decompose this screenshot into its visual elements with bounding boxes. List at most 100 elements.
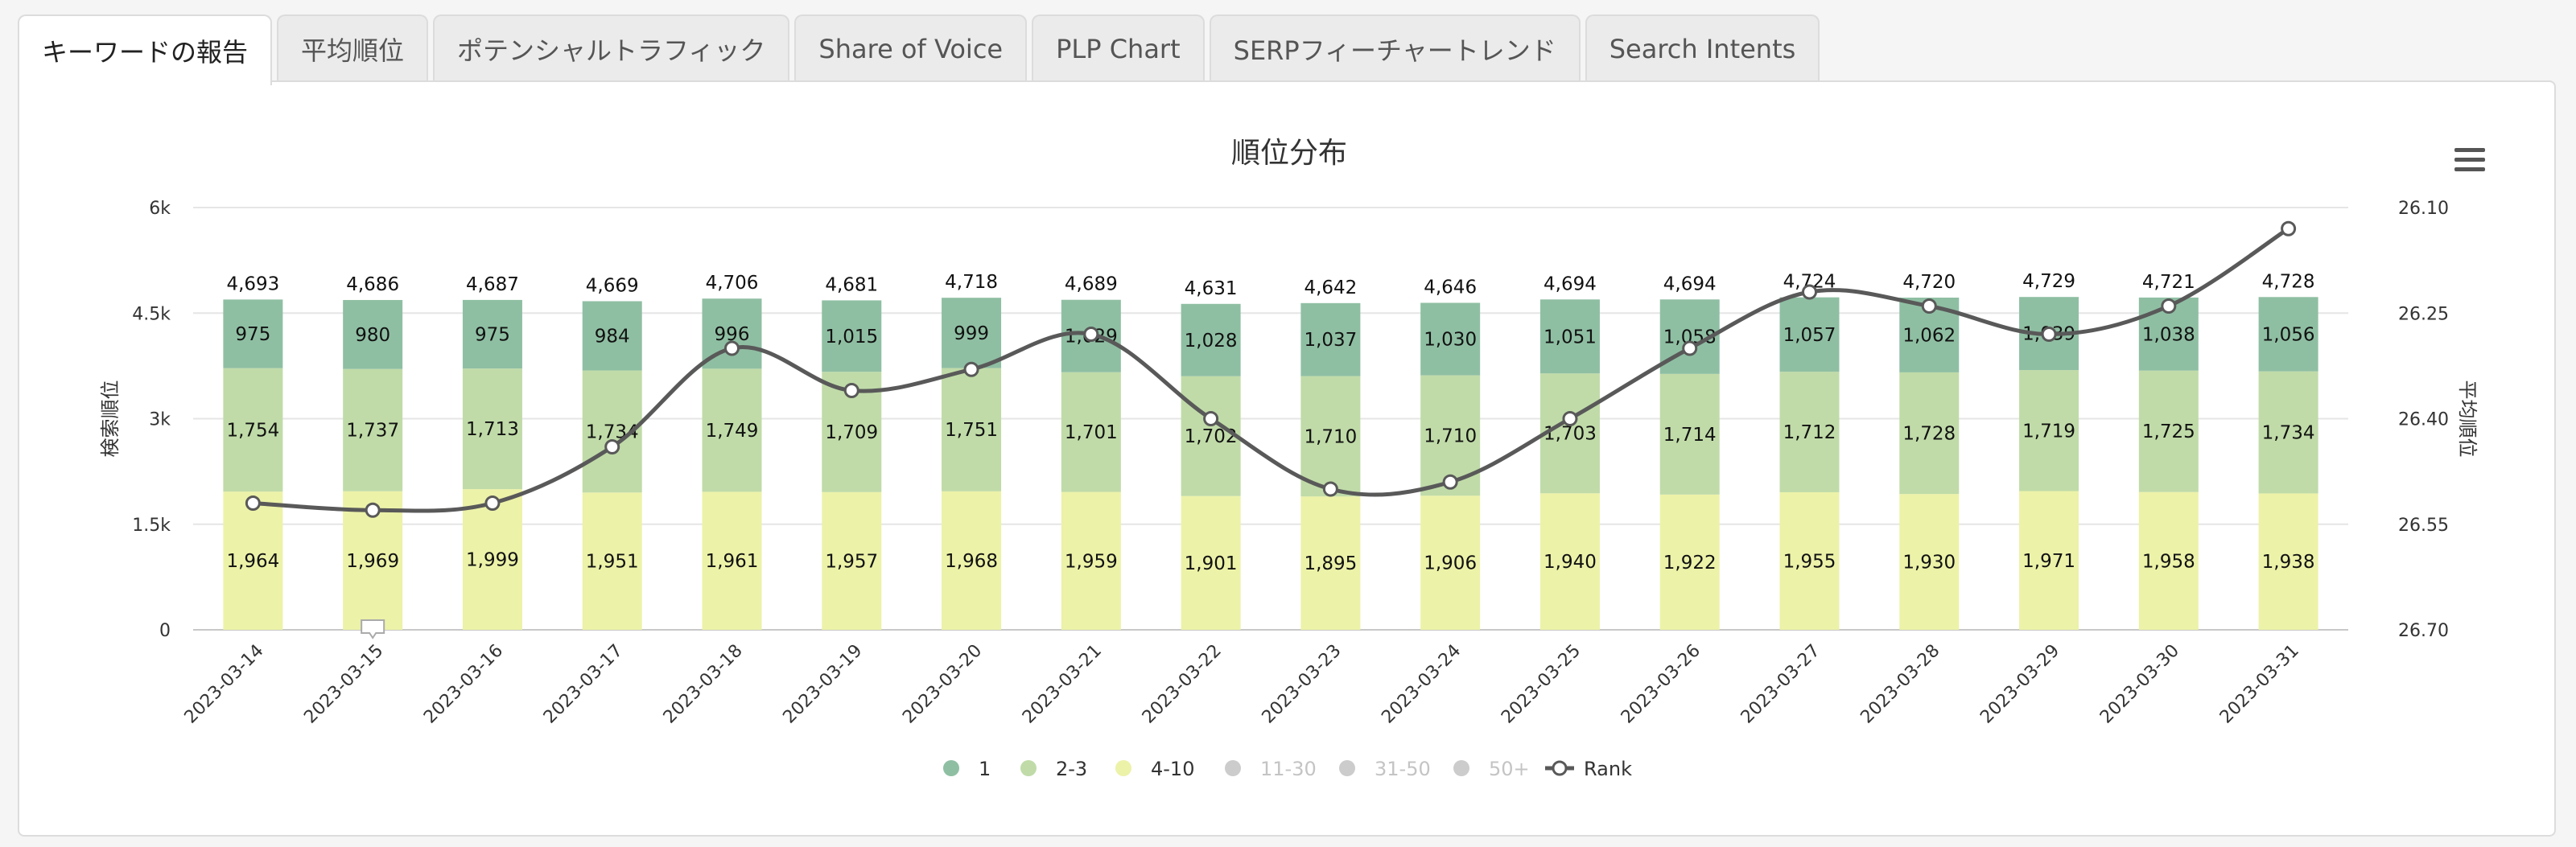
rank-point[interactable] <box>2281 220 2297 236</box>
bar-value-label: 1,728 <box>1902 424 1956 445</box>
bar-segment-2-3[interactable] <box>1539 373 1600 494</box>
rank-point[interactable] <box>245 495 261 511</box>
y-tick-label: 6k <box>149 199 171 219</box>
legend-label: 2-3 <box>1056 758 1087 780</box>
bar-segment-4-10[interactable] <box>1181 495 1241 630</box>
bar-segment-1[interactable] <box>1539 299 1600 374</box>
bar-segment-2-3[interactable] <box>1181 376 1241 496</box>
legend-item-4-10[interactable]: 4-10 <box>1115 758 1194 780</box>
bar-segment-2-3[interactable] <box>343 368 403 491</box>
bar-value-label: 1,754 <box>226 420 279 441</box>
bar-segment-4-10[interactable] <box>2138 491 2199 630</box>
tab-0[interactable]: キーワードの報告 <box>18 14 273 85</box>
x-tick-label: 2023-03-15 <box>300 641 387 728</box>
bar-segment-2-3[interactable] <box>1061 372 1121 492</box>
bar-value-label: 1,057 <box>1783 325 1836 346</box>
bar-value-label: 1,955 <box>1783 551 1836 572</box>
bar-segment-2-3[interactable] <box>2258 371 2318 494</box>
rank-point[interactable] <box>2041 327 2057 342</box>
bar-segment-1[interactable] <box>343 299 403 369</box>
bar-segment-1[interactable] <box>582 301 642 371</box>
bar-segment-2-3[interactable] <box>1300 376 1361 497</box>
bar-segment-4-10[interactable] <box>942 491 1002 630</box>
bar-segment-4-10[interactable] <box>1779 491 1840 630</box>
legend-item-2-3[interactable]: 2-3 <box>1020 758 1087 780</box>
bar-segment-1[interactable] <box>1420 302 1481 376</box>
x-tick-label: 2023-03-29 <box>1976 641 2063 728</box>
legend-item-50+[interactable]: 50+ <box>1453 758 1530 780</box>
hamburger-menu-icon[interactable] <box>2450 142 2490 177</box>
rank-point[interactable] <box>963 361 979 377</box>
bar-segment-4-10[interactable] <box>822 491 882 630</box>
legend-item-Rank[interactable]: Rank <box>1545 758 1632 780</box>
tab-5[interactable]: SERPフィーチャートレンド <box>1209 14 1581 82</box>
bar-segment-1[interactable] <box>462 299 522 369</box>
tab-4[interactable]: PLP Chart <box>1032 14 1205 82</box>
legend-label: Rank <box>1584 758 1632 780</box>
bar-segment-1[interactable] <box>1300 302 1361 376</box>
bar-segment-2-3[interactable] <box>2138 370 2199 492</box>
bar-segment-4-10[interactable] <box>2258 493 2318 630</box>
legend-item-1[interactable]: 1 <box>943 758 991 780</box>
bar-value-label: 984 <box>595 327 630 347</box>
tab-3[interactable]: Share of Voice <box>794 14 1028 82</box>
bar-segment-4-10[interactable] <box>1300 496 1361 630</box>
bar-segment-4-10[interactable] <box>1420 495 1481 630</box>
bar-segment-1[interactable] <box>2258 297 2318 372</box>
legend-marker <box>1225 760 1241 776</box>
rank-point[interactable] <box>1203 411 1219 426</box>
rank-point[interactable] <box>1322 481 1338 497</box>
rank-point[interactable] <box>724 340 740 356</box>
bar-segment-1[interactable] <box>942 298 1002 368</box>
rank-point[interactable] <box>2161 298 2177 314</box>
rank-point[interactable] <box>484 495 501 511</box>
legend-item-11-30[interactable]: 11-30 <box>1225 758 1317 780</box>
bar-segment-1[interactable] <box>822 300 882 372</box>
bar-segment-2-3[interactable] <box>223 368 283 492</box>
bar-segment-2-3[interactable] <box>2019 370 2079 491</box>
rank-point[interactable] <box>1562 411 1578 426</box>
rank-point[interactable] <box>1921 298 1937 314</box>
bar-segment-4-10[interactable] <box>1899 494 1960 630</box>
tab-6[interactable]: Search Intents <box>1585 14 1820 82</box>
bar-segment-2-3[interactable] <box>1779 372 1840 492</box>
bar-segment-4-10[interactable] <box>1061 491 1121 630</box>
bar-segment-1[interactable] <box>1779 297 1840 372</box>
y2-axis-label: 平均順位 <box>2456 380 2479 458</box>
bar-segment-1[interactable] <box>223 299 283 368</box>
bar-segment-2-3[interactable] <box>1659 373 1720 495</box>
bar-segment-4-10[interactable] <box>1659 494 1720 630</box>
bar-segment-2-3[interactable] <box>942 368 1002 491</box>
legend-item-31-50[interactable]: 31-50 <box>1339 758 1431 780</box>
rank-point[interactable] <box>1083 327 1099 342</box>
bar-segment-2-3[interactable] <box>462 368 522 490</box>
bar-segment-2-3[interactable] <box>1899 372 1960 495</box>
bar-segment-4-10[interactable] <box>462 489 522 630</box>
rank-point[interactable] <box>1442 474 1458 490</box>
bar-segment-4-10[interactable] <box>223 491 283 630</box>
rank-point[interactable] <box>365 502 381 518</box>
bar-segment-4-10[interactable] <box>702 491 762 630</box>
rank-point[interactable] <box>1802 284 1817 300</box>
tab-1[interactable]: 平均順位 <box>277 14 429 82</box>
x-tick-label: 2023-03-18 <box>660 641 747 728</box>
bar-value-label: 1,958 <box>2142 551 2195 572</box>
bar-value-label: 1,961 <box>706 551 759 572</box>
bar-value-label: 1,906 <box>1424 553 1477 574</box>
tab-2[interactable]: ポテンシャルトラフィック <box>433 14 790 82</box>
bar-value-label: 1,713 <box>466 419 519 440</box>
y-tick-label: 1.5k <box>132 516 171 536</box>
bar-total-label: 4,631 <box>1185 278 1238 299</box>
bar-segment-2-3[interactable] <box>702 368 762 492</box>
bar-segment-1[interactable] <box>1181 303 1241 376</box>
bar-value-label: 1,930 <box>1902 553 1956 574</box>
bar-segment-4-10[interactable] <box>582 492 642 630</box>
annotation-flag-icon[interactable] <box>361 619 385 639</box>
rank-point[interactable] <box>604 439 620 454</box>
bar-segment-4-10[interactable] <box>1539 493 1600 630</box>
rank-point[interactable] <box>1682 340 1698 356</box>
bar-segment-4-10[interactable] <box>2019 491 2079 630</box>
x-tick-label: 2023-03-16 <box>420 641 507 728</box>
rank-point[interactable] <box>843 383 859 398</box>
